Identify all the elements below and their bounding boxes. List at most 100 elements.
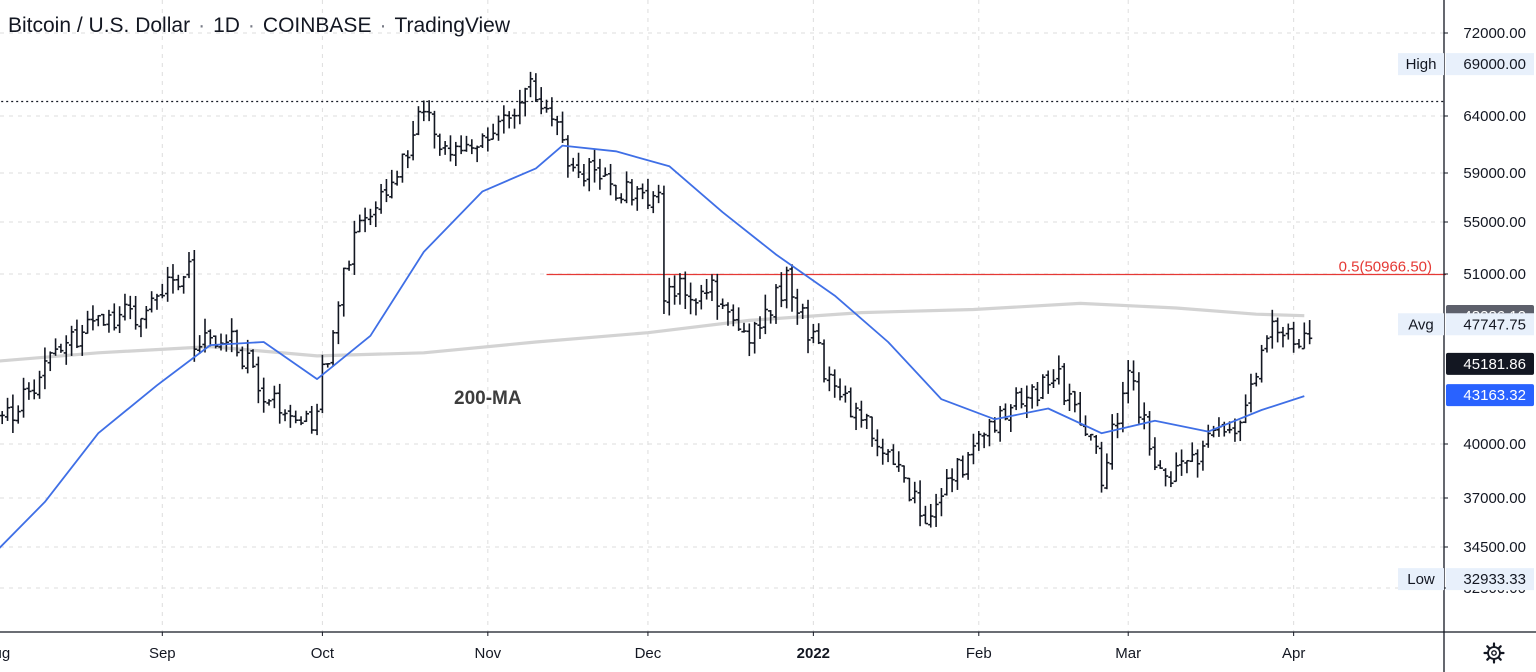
price-axis[interactable]: 72000.00 64000.00 59000.00 55000.00 51000.00… <box>1444 25 1526 597</box>
ohlc-bar <box>373 201 379 228</box>
ma-200-line <box>0 301 1305 363</box>
high-tag-label: High <box>1406 56 1437 73</box>
price-tick-label: 64000.00 <box>1463 108 1526 125</box>
ohlc-bar <box>629 179 635 206</box>
fib-layer: 0.5(50966.50) <box>546 259 1446 276</box>
ohlc-bar <box>805 299 811 354</box>
ohlc-bar <box>309 405 315 434</box>
ohlc-bar <box>570 157 576 172</box>
time-tick-label: Apr <box>1282 645 1305 662</box>
ohlc-bar <box>954 457 961 490</box>
symbol-name: Bitcoin / U.S. Dollar <box>8 14 190 37</box>
ohlc-bar <box>15 405 21 424</box>
ohlc-bar <box>101 313 107 326</box>
ohlc-bar <box>1205 424 1211 448</box>
ohlc-bar <box>784 266 790 309</box>
ohlc-bar <box>389 169 395 199</box>
ohlc-bar <box>79 324 85 356</box>
ohlc-bar <box>789 264 795 312</box>
ohlc-bar <box>261 377 267 413</box>
ohlc-bar <box>704 278 710 300</box>
title-separator: · <box>198 14 205 37</box>
price-tick-label: 37000.00 <box>1463 490 1526 507</box>
time-axis[interactable]: Aug Sep Oct Nov Dec 2022 Feb Mar Apr <box>0 632 1305 662</box>
ohlc-bar <box>709 274 715 302</box>
ohlc-bar <box>31 379 37 400</box>
ohlc-bar <box>335 301 342 345</box>
ohlc-bar <box>170 264 176 294</box>
low-tag-value-box <box>1446 568 1534 591</box>
settings-gear-icon[interactable] <box>1483 642 1505 664</box>
ohlc-bar <box>122 293 128 321</box>
ohlc-bar <box>202 318 208 353</box>
ohlc-bar <box>1018 387 1025 409</box>
ohlc-bars <box>0 71 1313 528</box>
ohlc-bar <box>319 354 325 414</box>
ohlc-bar <box>250 349 256 368</box>
ohlc-bar <box>677 273 683 305</box>
ohlc-bar <box>1157 460 1163 469</box>
ohlc-bar <box>922 505 929 525</box>
ohlc-bar <box>821 339 827 383</box>
ohlc-bar <box>490 123 496 141</box>
ohlc-bar <box>1152 437 1158 471</box>
ohlc-bar <box>10 394 16 433</box>
ohlc-bar <box>565 135 571 178</box>
ohlc-bar <box>768 310 774 324</box>
ohlc-bar <box>1008 404 1014 432</box>
ohlc-bar <box>1040 374 1046 400</box>
avg-tag-value-box <box>1446 313 1534 336</box>
ohlc-bar <box>543 99 550 113</box>
ohlc-bar <box>149 291 155 313</box>
ohlc-bar <box>837 378 843 401</box>
symbol-title: Bitcoin / U.S. Dollar · 1D · COINBASE · Tradin… <box>8 14 511 37</box>
ohlc-bar <box>586 158 592 192</box>
ohlc-bar <box>303 410 309 423</box>
ohlc-bar <box>1125 360 1131 404</box>
ohlc-bar <box>1307 320 1313 345</box>
ohlc-bar <box>469 139 475 155</box>
ohlc-bar <box>36 370 43 399</box>
ma-short-price-tag-value: 43163.32 <box>1463 387 1526 404</box>
ohlc-bar <box>517 89 523 125</box>
ohlc-bar <box>159 283 165 299</box>
ohlc-bar <box>42 347 48 390</box>
ohlc-bar <box>826 366 832 392</box>
ohlc-bar <box>650 191 656 214</box>
ohlc-bar <box>1136 372 1142 424</box>
ohlc-bar <box>928 503 934 528</box>
ohlc-bar <box>501 105 507 134</box>
ohlc-bar <box>1130 360 1137 391</box>
ohlc-bar <box>1173 452 1179 483</box>
ohlc-bar <box>714 273 720 320</box>
time-tick-label: Aug <box>0 645 10 662</box>
ohlc-bar <box>229 318 235 353</box>
price-tick-label: 51000.00 <box>1463 266 1526 283</box>
ohlc-bar <box>495 115 502 141</box>
ohlc-bar <box>938 488 945 517</box>
time-tick-label: Feb <box>966 645 992 662</box>
time-tick-label: Dec <box>635 645 662 662</box>
ohlc-bar <box>880 438 886 465</box>
ohlc-bar <box>533 73 539 102</box>
ohlc-bar <box>1253 372 1259 387</box>
ohlc-bar <box>602 167 608 177</box>
ohlc-bar <box>559 111 566 143</box>
ohlc-bar <box>362 207 368 233</box>
ohlc-bar <box>399 153 406 183</box>
ohlc-bar <box>394 170 400 186</box>
ohlc-bar <box>111 303 117 331</box>
title-separator: · <box>248 14 255 37</box>
ohlc-bar <box>1275 317 1281 343</box>
ohlc-bar <box>645 178 651 210</box>
last-price-tag: 45181.86 <box>1446 352 1534 375</box>
ohlc-bar <box>1184 459 1190 474</box>
ohlc-bar <box>848 387 854 418</box>
ohlc-bar <box>1200 440 1206 471</box>
ohlc-bar <box>1189 442 1195 463</box>
ohlc-bar <box>447 135 454 162</box>
ohlc-bar <box>298 416 304 426</box>
ohlc-bar <box>405 150 411 169</box>
ohlc-bar <box>421 100 427 122</box>
